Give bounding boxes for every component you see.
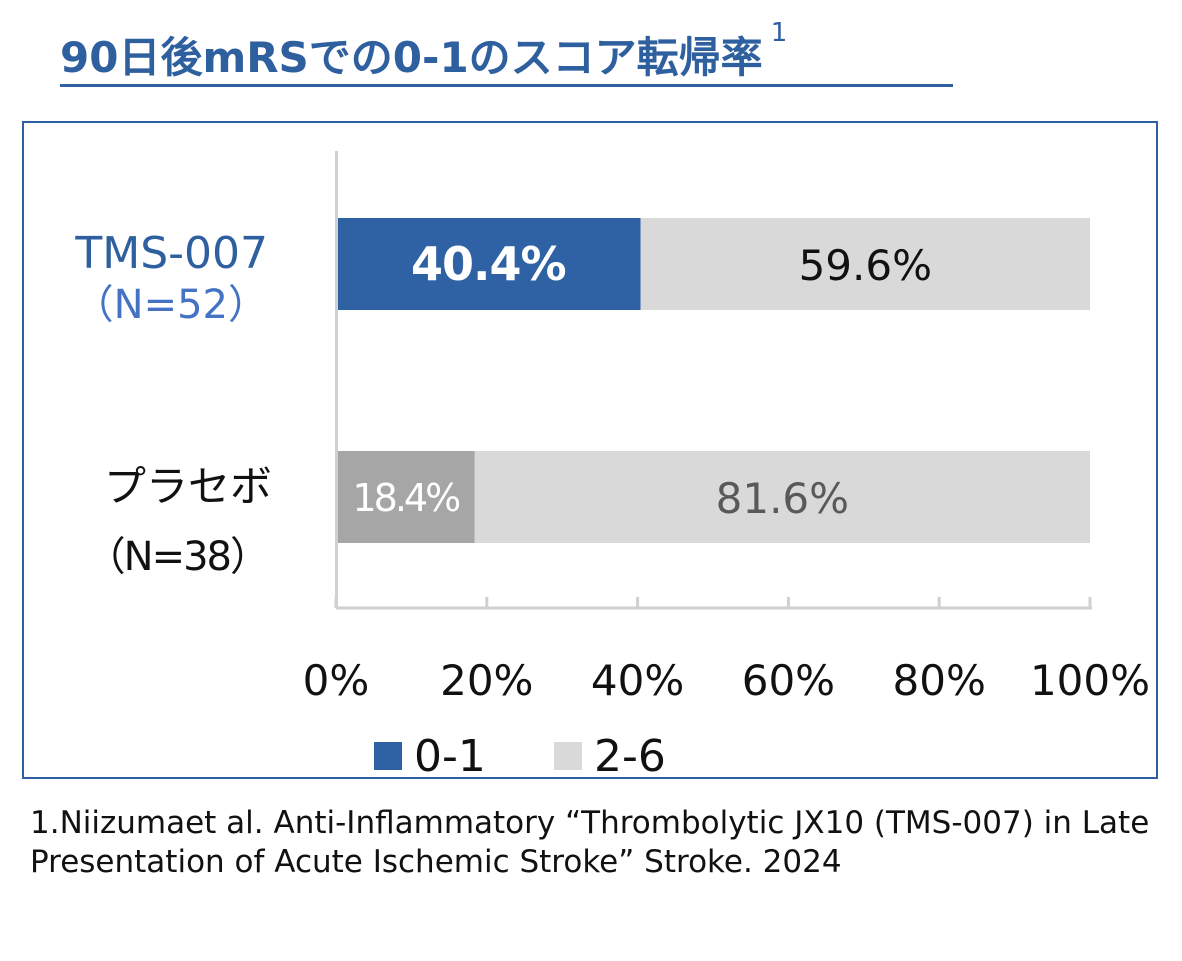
category-label-placebo: プラセボ xyxy=(104,462,272,511)
x-tick-label-80: 80% xyxy=(893,656,986,705)
chart-frame: 40.4% 59.6% 18.4% 81.6% 0% 20% 40% 60% 80% 100% TM… xyxy=(22,121,1158,779)
legend-swatch-0-1 xyxy=(374,742,402,770)
data-label-placebo-0-1: 18.4% xyxy=(353,476,461,520)
stacked-bar-chart: 40.4% 59.6% 18.4% 81.6% 0% 20% 40% 60% 80% 100% TM… xyxy=(74,151,1150,777)
data-label-tms007-2-6: 59.6% xyxy=(799,241,932,290)
bar-tms007-2-6 xyxy=(640,218,1090,310)
x-tick-label-20: 20% xyxy=(440,656,533,705)
data-label-placebo-2-6: 81.6% xyxy=(716,474,849,523)
chart-title: 90日後mRSでの0-1のスコア転帰率 1 xyxy=(60,18,787,85)
category-label-tms007: TMS-007 xyxy=(74,228,268,279)
chart-title-text: 90日後mRSでの0-1のスコア転帰率 xyxy=(60,33,763,82)
bar-placebo-0-1 xyxy=(336,451,475,543)
x-tick-label-100: 100% xyxy=(1030,656,1150,705)
legend-label-2-6: 2-6 xyxy=(594,731,666,777)
category-sublabel-tms007: （N=52） xyxy=(74,282,268,328)
data-label-tms007-0-1: 40.4% xyxy=(411,237,566,291)
legend-swatch-2-6 xyxy=(554,742,582,770)
title-underline xyxy=(60,84,953,87)
bar-tms007-0-1 xyxy=(336,218,641,310)
title-footnote-marker: 1 xyxy=(770,18,788,48)
footnote: 1.Niizumaet al. Anti-Inflammatory “Throm… xyxy=(30,805,1150,880)
bar-placebo-2-6 xyxy=(474,451,1091,543)
legend-label-0-1: 0-1 xyxy=(414,731,486,777)
category-sublabel-placebo: （N=38） xyxy=(86,534,268,580)
x-tick-label-60: 60% xyxy=(742,656,835,705)
x-tick-label-40: 40% xyxy=(591,656,684,705)
x-tick-label-0: 0% xyxy=(303,656,370,705)
